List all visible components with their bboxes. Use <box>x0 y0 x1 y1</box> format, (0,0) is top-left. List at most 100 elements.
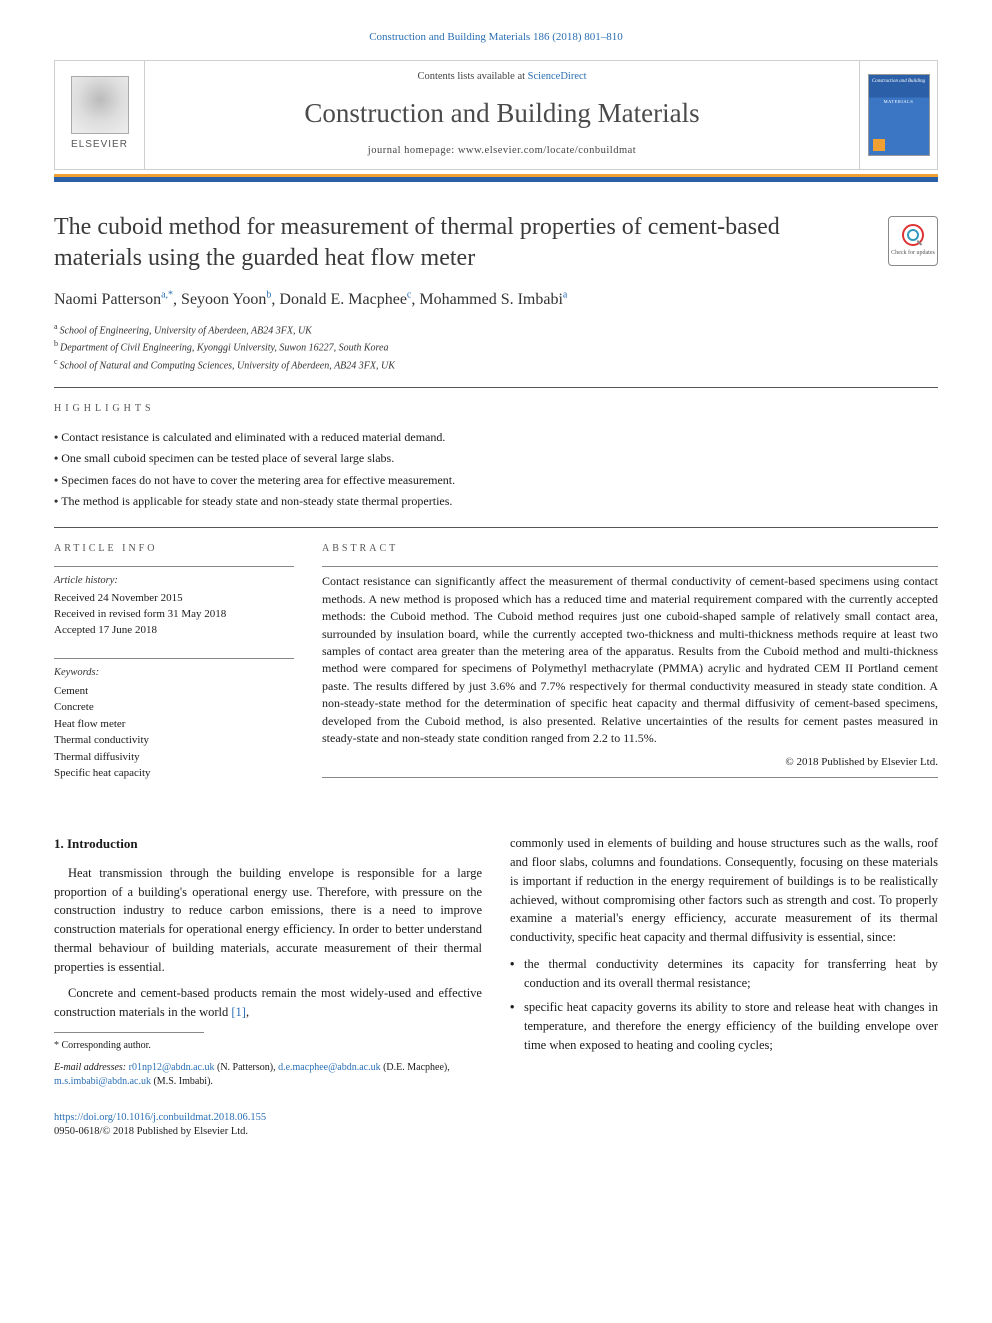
rule <box>54 387 938 388</box>
intro-p2b: , <box>246 1005 249 1019</box>
keyword: Thermal conductivity <box>54 732 294 749</box>
homepage-prefix: journal homepage: <box>368 145 458 156</box>
info-abstract-row: article info Article history: Received 2… <box>54 542 938 784</box>
keyword: Thermal diffusivity <box>54 749 294 766</box>
affiliation: a School of Engineering, University of A… <box>54 321 938 338</box>
citation-line: Construction and Building Materials 186 … <box>54 30 938 46</box>
highlight-item: Contact resistance is calculated and eli… <box>54 427 938 449</box>
highlights-list: Contact resistance is calculated and eli… <box>54 427 938 513</box>
crossmark-label: Check for updates <box>891 249 935 258</box>
body-bullet: the thermal conductivity determines its … <box>510 955 938 993</box>
rule <box>322 777 938 778</box>
keywords-label: Keywords: <box>54 665 294 680</box>
history-line: Received 24 November 2015 <box>54 591 294 607</box>
highlight-item: The method is applicable for steady stat… <box>54 491 938 513</box>
article-info-label: article info <box>54 542 294 557</box>
author-name: Seyoon Yoon <box>181 291 266 308</box>
intro-p2a: Concrete and cement-based products remai… <box>54 986 482 1019</box>
history-line: Accepted 17 June 2018 <box>54 623 294 639</box>
rule <box>54 566 294 567</box>
affiliation: c School of Natural and Computing Scienc… <box>54 356 938 373</box>
author-name: Naomi Patterson <box>54 291 161 308</box>
abstract-col: abstract Contact resistance can signific… <box>322 542 938 784</box>
author-affil-sup: a <box>563 290 567 301</box>
affil-link[interactable]: c <box>407 290 411 301</box>
journal-header: ELSEVIER Contents lists available at Sci… <box>54 60 938 170</box>
journal-cover-cell: Construction and Building MATERIALS <box>859 61 937 169</box>
issn-line: 0950-0618/© 2018 Published by Elsevier L… <box>54 1126 248 1137</box>
rule <box>54 527 938 528</box>
authors: Naomi Pattersona,*, Seyoon Yoonb, Donald… <box>54 288 938 311</box>
article-info-col: article info Article history: Received 2… <box>54 542 294 784</box>
cover-title: Construction and Building <box>871 79 927 85</box>
history-label: Article history: <box>54 573 294 588</box>
email-link[interactable]: r01np12@abdn.ac.uk <box>129 1062 215 1073</box>
body-bullets: the thermal conductivity determines its … <box>510 955 938 1055</box>
keyword: Specific heat capacity <box>54 765 294 782</box>
copyright-line: © 2018 Published by Elsevier Ltd. <box>322 755 938 771</box>
contents-prefix: Contents lists available at <box>417 71 527 82</box>
abstract-label: abstract <box>322 542 938 557</box>
ref-1[interactable]: [1] <box>231 1005 246 1019</box>
elsevier-logo-cell: ELSEVIER <box>55 61 145 169</box>
affil-sup: b <box>54 339 60 348</box>
abstract-text: Contact resistance can significantly aff… <box>322 573 938 747</box>
email-label: E-mail addresses: <box>54 1062 129 1073</box>
keywords-list: CementConcreteHeat flow meterThermal con… <box>54 683 294 782</box>
homepage-url[interactable]: www.elsevier.com/locate/conbuildmat <box>458 145 636 156</box>
email-link[interactable]: m.s.imbabi@abdn.ac.uk <box>54 1076 151 1087</box>
intro-p2: Concrete and cement-based products remai… <box>54 984 482 1022</box>
doi-block: https://doi.org/10.1016/j.conbuildmat.20… <box>54 1111 938 1140</box>
homepage-line: journal homepage: www.elsevier.com/locat… <box>155 143 849 158</box>
corresponding-note: * Corresponding author. <box>54 1039 482 1053</box>
affiliation: b Department of Civil Engineering, Kyong… <box>54 338 938 355</box>
author-name: Mohammed S. Imbabi <box>419 291 563 308</box>
corr-star-link[interactable]: * <box>168 290 173 301</box>
author-affil-sup: a,* <box>161 290 173 301</box>
affil-link[interactable]: a <box>563 290 567 301</box>
highlights-label: highlights <box>54 402 938 417</box>
highlight-item: One small cuboid specimen can be tested … <box>54 448 938 470</box>
affiliations: a School of Engineering, University of A… <box>54 321 938 373</box>
intro-p1: Heat transmission through the building e… <box>54 864 482 977</box>
body-bullet: specific heat capacity governs its abili… <box>510 998 938 1054</box>
author-name: Donald E. Macphee <box>279 291 407 308</box>
doi-link[interactable]: https://doi.org/10.1016/j.conbuildmat.20… <box>54 1112 266 1123</box>
elsevier-wordmark: ELSEVIER <box>71 138 128 153</box>
rule <box>54 658 294 659</box>
title-row: The cuboid method for measurement of the… <box>54 212 938 274</box>
author-affil-sup: b <box>266 290 271 301</box>
sciencedirect-link[interactable]: ScienceDirect <box>528 71 587 82</box>
footnote-rule <box>54 1032 204 1033</box>
elsevier-tree-icon <box>71 76 129 134</box>
history-line: Received in revised form 31 May 2018 <box>54 607 294 623</box>
email-link[interactable]: d.e.macphee@abdn.ac.uk <box>278 1062 381 1073</box>
keyword: Concrete <box>54 699 294 716</box>
journal-name: Construction and Building Materials <box>155 94 849 133</box>
footnote-block: * Corresponding author. E-mail addresses… <box>54 1032 482 1089</box>
author-affil-sup: c <box>407 290 411 301</box>
journal-cover-icon: Construction and Building MATERIALS <box>868 74 930 156</box>
article-title: The cuboid method for measurement of the… <box>54 212 868 274</box>
intro-heading: 1. Introduction <box>54 834 482 854</box>
body-columns: 1. Introduction Heat transmission throug… <box>54 834 938 1089</box>
cover-word: MATERIALS <box>871 99 927 106</box>
header-center: Contents lists available at ScienceDirec… <box>145 61 859 169</box>
affil-link[interactable]: a, <box>161 290 168 301</box>
crossmark-badge[interactable]: Check for updates <box>888 216 938 266</box>
contents-line: Contents lists available at ScienceDirec… <box>155 69 849 84</box>
history-lines: Received 24 November 2015Received in rev… <box>54 591 294 639</box>
affil-sup: c <box>54 357 60 366</box>
keyword: Heat flow meter <box>54 716 294 733</box>
rule <box>322 566 938 567</box>
emails-note: E-mail addresses: r01np12@abdn.ac.uk (N.… <box>54 1061 482 1089</box>
intro-p3: commonly used in elements of building an… <box>510 834 938 947</box>
corresponding-label: Corresponding author. <box>62 1040 151 1051</box>
accent-bar <box>54 174 938 182</box>
crossmark-icon <box>901 223 925 247</box>
keyword: Cement <box>54 683 294 700</box>
affil-link[interactable]: b <box>266 290 271 301</box>
highlight-item: Specimen faces do not have to cover the … <box>54 470 938 492</box>
star-icon: * <box>54 1040 62 1051</box>
affil-sup: a <box>54 322 60 331</box>
